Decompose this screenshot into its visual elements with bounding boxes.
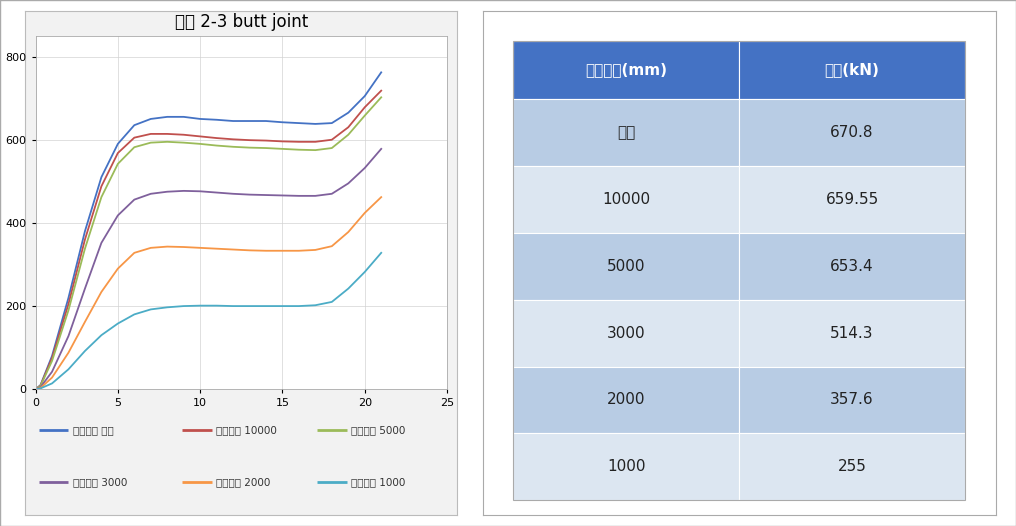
- Text: 2000: 2000: [607, 392, 645, 408]
- Bar: [513, 232, 739, 300]
- Bar: [739, 99, 965, 166]
- Bar: [739, 300, 965, 367]
- Text: 5000: 5000: [607, 259, 645, 274]
- Text: 곡률반경 3000: 곡률반경 3000: [73, 478, 127, 488]
- Text: 659.55: 659.55: [825, 192, 879, 207]
- Text: 255: 255: [837, 459, 867, 474]
- Text: 곡률반경 1000: 곡률반경 1000: [351, 478, 405, 488]
- Bar: [739, 367, 965, 433]
- Bar: [739, 166, 965, 232]
- Text: 곡률반경(mm): 곡률반경(mm): [585, 63, 668, 77]
- Bar: [513, 99, 739, 166]
- Text: 곡률반경 10000: 곡률반경 10000: [216, 425, 277, 435]
- Text: 하중(kN): 하중(kN): [825, 63, 880, 77]
- Text: 무한: 무한: [617, 125, 635, 140]
- Bar: [739, 41, 965, 99]
- Text: 3000: 3000: [607, 326, 645, 340]
- Text: 514.3: 514.3: [830, 326, 874, 340]
- Text: 1000: 1000: [607, 459, 645, 474]
- Bar: [513, 41, 965, 500]
- Text: 곡률반경 2000: 곡률반경 2000: [216, 478, 270, 488]
- Bar: [739, 232, 965, 300]
- Bar: [513, 433, 739, 500]
- Text: 곡률반경 무한: 곡률반경 무한: [73, 425, 114, 435]
- Bar: [513, 300, 739, 367]
- Text: 곡률반경 5000: 곡률반경 5000: [351, 425, 405, 435]
- Bar: [513, 367, 739, 433]
- Bar: [739, 433, 965, 500]
- Title: 볼트 2-3 butt joint: 볼트 2-3 butt joint: [175, 14, 308, 32]
- Bar: [513, 41, 739, 99]
- Text: 10000: 10000: [602, 192, 650, 207]
- Text: 357.6: 357.6: [830, 392, 874, 408]
- Bar: [513, 166, 739, 232]
- Text: 653.4: 653.4: [830, 259, 874, 274]
- Text: 670.8: 670.8: [830, 125, 874, 140]
